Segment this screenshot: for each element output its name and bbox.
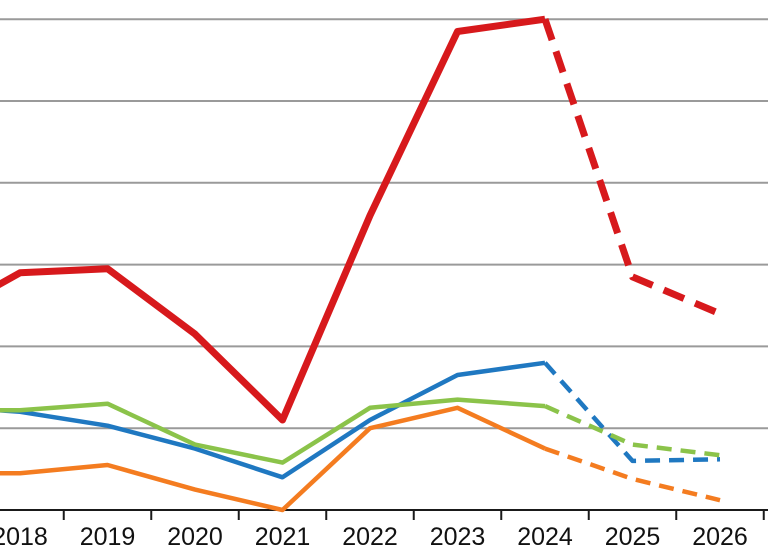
x-tick-label-2023: 2023 xyxy=(430,523,486,551)
x-tick-label-2024: 2024 xyxy=(517,523,573,551)
x-tick-label-2022: 2022 xyxy=(342,523,398,551)
series-3-actual-line xyxy=(0,405,546,513)
series-1-actual-line xyxy=(0,360,546,480)
x-tick-label-2026: 2026 xyxy=(692,523,748,551)
x-tick-label-2018: 2018 xyxy=(0,523,48,551)
series-2-actual-line xyxy=(0,397,546,465)
series-lines xyxy=(0,15,722,513)
x-axis xyxy=(0,509,768,520)
series-2-projection-line xyxy=(544,404,721,458)
x-tick-labels: 2018 2019 2020 2021 2022 2023 2024 2025 2026 xyxy=(0,523,748,551)
x-tick-label-2021: 2021 xyxy=(255,523,311,551)
series-1-projection-line xyxy=(543,361,721,464)
series-0-projection-line xyxy=(541,18,722,317)
x-tick-label-2019: 2019 xyxy=(80,523,136,551)
gridlines xyxy=(0,18,768,430)
x-tick-label-2025: 2025 xyxy=(605,523,661,551)
series-0-actual-line xyxy=(0,15,546,424)
series-3-projection-line xyxy=(544,446,721,503)
x-tick-label-2020: 2020 xyxy=(167,523,223,551)
